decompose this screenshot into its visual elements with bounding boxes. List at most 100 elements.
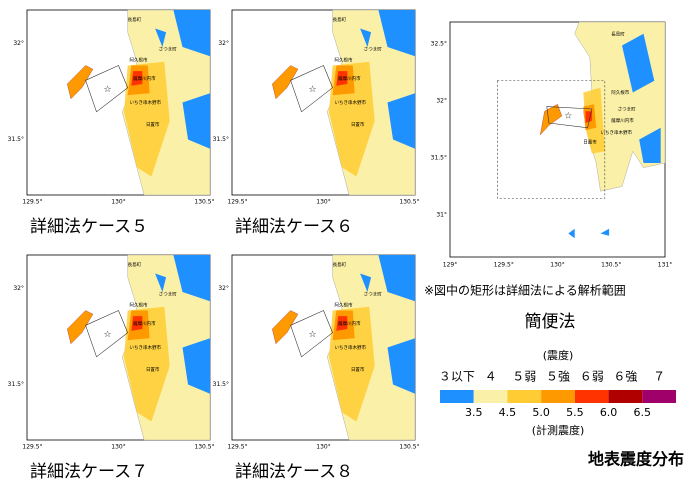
place-label: いちき串木野市 xyxy=(129,344,161,351)
place-label: 長島町 xyxy=(128,261,142,268)
place-label: 薩摩川内市 xyxy=(338,75,361,82)
place-label: 薩摩川内市 xyxy=(133,75,156,82)
panel-caption: 詳細法ケース６ xyxy=(235,217,353,237)
legend-boundary: 6.0 xyxy=(600,406,618,419)
y-tick-label: 31.5° xyxy=(431,155,447,162)
legend-class: ６弱 xyxy=(580,370,604,384)
epicenter-star: ☆ xyxy=(308,330,316,340)
zone-3-below xyxy=(360,273,372,292)
x-tick-label: 129.5° xyxy=(22,199,42,206)
legend-swatch xyxy=(440,390,474,403)
zone-3-below xyxy=(378,255,415,302)
zone-3-below xyxy=(155,273,167,292)
fault-rectangle xyxy=(290,65,333,113)
x-tick-label: 130.5° xyxy=(194,199,214,206)
epicenter-star: ☆ xyxy=(564,112,572,122)
legend-class: ４ xyxy=(485,370,497,384)
y-tick-label: 31.5° xyxy=(213,381,229,388)
place-label: いちき串木野市 xyxy=(601,129,633,136)
zone-3-below xyxy=(155,28,167,47)
island xyxy=(272,310,299,345)
x-tick-label: 130.5° xyxy=(194,444,214,451)
panel-caption: 簡便法 xyxy=(525,312,576,332)
legend-swatch xyxy=(642,390,676,403)
legend-class: ６強 xyxy=(613,370,637,384)
fault-rectangle xyxy=(85,310,129,358)
legend-boundary: 5.5 xyxy=(566,406,584,419)
zone-6-lower xyxy=(336,71,348,86)
legend-boundary: 3.5 xyxy=(465,406,483,419)
place-label: 日置市 xyxy=(146,121,160,128)
zone-3-below xyxy=(173,10,210,57)
island xyxy=(67,65,94,100)
legend-class: ７ xyxy=(653,370,665,384)
x-tick-label: 129° xyxy=(443,262,457,269)
zone-3-below xyxy=(600,228,610,236)
zone-3-below xyxy=(173,255,210,302)
place-label: 薩摩川内市 xyxy=(338,320,361,327)
epicenter-star: ☆ xyxy=(308,85,316,95)
place-label: 日置市 xyxy=(351,121,365,128)
panel-caption: 詳細法ケース８ xyxy=(235,462,353,479)
x-tick-label: 130° xyxy=(316,444,330,451)
y-tick-label: 32° xyxy=(436,98,447,105)
y-tick-label: 32° xyxy=(218,285,229,292)
analysis-range xyxy=(496,80,606,199)
place-label: 長島町 xyxy=(333,16,347,23)
place-label: 日置市 xyxy=(146,366,160,373)
place-label: さつま町 xyxy=(159,290,177,297)
legend-class: ３以下 xyxy=(439,370,475,384)
legend-swatch xyxy=(507,390,542,403)
place-label: さつま町 xyxy=(364,290,382,297)
legend-swatch xyxy=(574,390,609,403)
legend-swatch xyxy=(541,390,575,403)
x-tick-label: 130° xyxy=(111,444,125,451)
y-tick-label: 31.5° xyxy=(8,136,24,143)
zone-3-below xyxy=(360,28,372,47)
note: ※図中の矩形は詳細法による解析範囲 xyxy=(424,283,626,298)
y-tick-label: 31.5° xyxy=(213,136,229,143)
epicenter-star: ☆ xyxy=(103,330,111,340)
panel-caption: 詳細法ケース７ xyxy=(30,462,148,479)
zone-3-below xyxy=(387,338,415,394)
x-tick-label: 129.5° xyxy=(227,199,247,206)
place-label: 日置市 xyxy=(351,366,365,373)
figure-title: 地表震度分布 xyxy=(588,450,684,469)
place-label: 日置市 xyxy=(583,138,597,145)
y-tick-label: 32° xyxy=(218,40,229,47)
x-tick-label: 130.5° xyxy=(399,199,419,206)
y-tick-label: 32.5° xyxy=(431,41,447,48)
place-label: 阿久根市 xyxy=(334,56,352,63)
place-label: 阿久根市 xyxy=(334,301,352,308)
place-label: 阿久根市 xyxy=(129,301,147,308)
legend-boundary: 5.0 xyxy=(532,406,550,419)
place-label: さつま町 xyxy=(159,45,177,52)
island xyxy=(67,310,94,345)
x-tick-label: 130° xyxy=(111,199,125,206)
place-label: 長島町 xyxy=(128,16,142,23)
zone-6-lower xyxy=(131,71,143,86)
fault-rectangle xyxy=(85,65,129,113)
place-label: さつま町 xyxy=(364,45,382,52)
legend-class: ５強 xyxy=(546,370,570,384)
legend-boundary: 4.5 xyxy=(499,406,517,419)
fault-rectangle xyxy=(546,106,593,129)
place-label: 薩摩川内市 xyxy=(611,117,634,124)
legend-boundary: 6.5 xyxy=(634,406,652,419)
zone-3-below xyxy=(387,93,415,149)
legend-swatch xyxy=(473,390,508,403)
place-label: いちき串木野市 xyxy=(129,99,161,106)
x-tick-label: 131° xyxy=(658,262,672,269)
place-label: 薩摩川内市 xyxy=(133,320,156,327)
x-tick-label: 129.5° xyxy=(22,444,42,451)
y-tick-label: 32° xyxy=(13,40,24,47)
x-tick-label: 130° xyxy=(550,262,564,269)
zone-3-below xyxy=(568,228,575,239)
legend-title: (震度) xyxy=(543,348,574,362)
zone-3-below xyxy=(639,127,661,163)
panel-caption: 詳細法ケース５ xyxy=(30,217,148,237)
legend-subtitle: (計測震度) xyxy=(532,423,585,437)
place-label: いちき串木野市 xyxy=(334,344,366,351)
legend-swatch xyxy=(608,390,643,403)
island xyxy=(539,104,563,136)
